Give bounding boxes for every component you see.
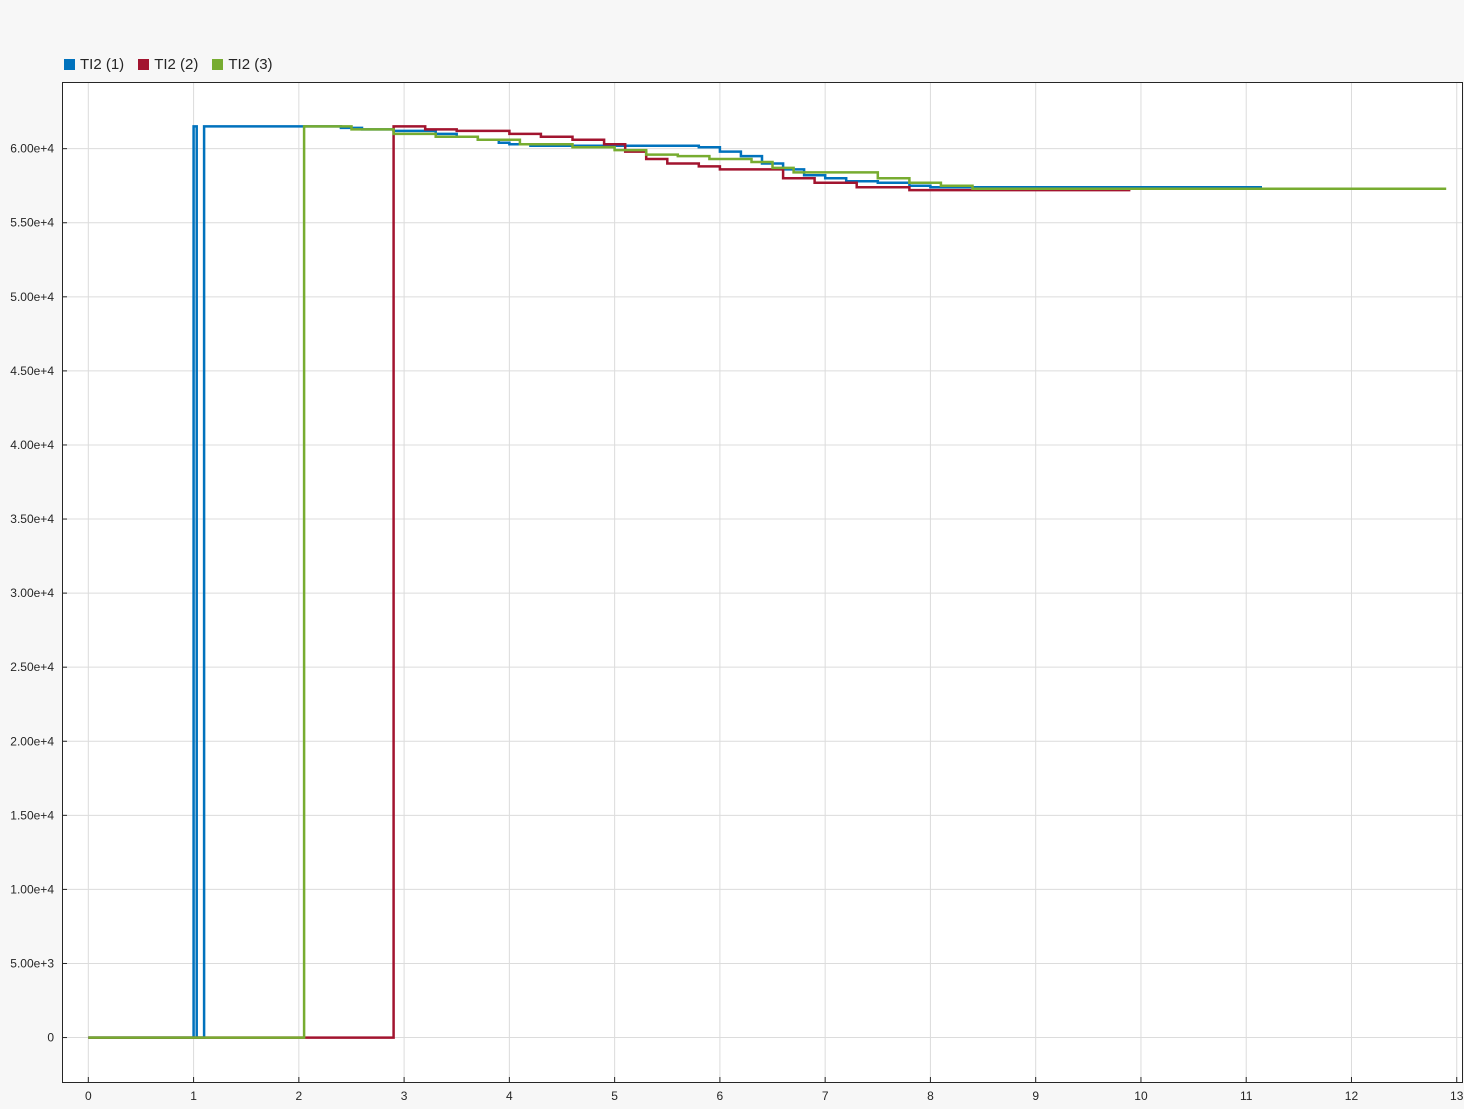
y-tick-label: 5.00e+4 <box>10 290 54 304</box>
series-line-3 <box>88 125 1447 1039</box>
legend: TI2 (1) TI2 (2) TI2 (3) <box>64 56 273 73</box>
y-tick-label: 3.00e+4 <box>10 586 54 600</box>
axes-background <box>62 82 1462 1082</box>
legend-item-series-1[interactable]: TI2 (1) <box>64 56 124 73</box>
legend-label-series-2: TI2 (2) <box>154 56 199 73</box>
y-tick-label: 2.50e+4 <box>10 660 54 674</box>
x-tick-label: 12 <box>1345 1089 1359 1103</box>
series-line-1 <box>88 125 1262 1039</box>
legend-swatch-series-3 <box>212 59 224 70</box>
x-tick-label: 3 <box>401 1089 408 1103</box>
legend-swatch-series-1 <box>64 59 75 70</box>
x-tick-label: 7 <box>822 1089 829 1103</box>
x-tick-label: 6 <box>717 1089 724 1103</box>
x-tick-label: 13 <box>1450 1089 1464 1103</box>
legend-item-series-3[interactable]: TI2 (3) <box>212 56 273 73</box>
tick-labels: 0 1 2 3 4 5 6 7 8 9 10 11 12 1305.00e+31.00e+41.50e+4… <box>10 142 1463 1103</box>
y-tick-label: 3.50e+4 <box>10 512 54 526</box>
legend-swatch-series-2 <box>138 59 150 70</box>
x-tick-label: 4 <box>506 1089 513 1103</box>
y-tick-label: 6.00e+4 <box>10 142 54 156</box>
x-tick-label: 9 <box>1032 1089 1039 1103</box>
series-lines <box>88 125 1447 1039</box>
x-tick-label: 1 <box>190 1089 197 1103</box>
y-tick-label: 5.50e+4 <box>10 216 54 230</box>
y-tick-label: 2.00e+4 <box>10 734 54 748</box>
legend-label-series-1: TI2 (1) <box>80 56 125 73</box>
y-tick-label: 0 <box>47 1031 54 1045</box>
x-tick-label: 10 <box>1134 1089 1148 1103</box>
legend-label-series-3: TI2 (3) <box>228 56 273 73</box>
y-tick-label: 1.00e+4 <box>10 882 54 896</box>
x-tick-label: 8 <box>927 1089 934 1103</box>
x-tick-label: 0 <box>85 1089 92 1103</box>
axes-box <box>62 82 1463 1083</box>
y-tick-label: 5.00e+3 <box>10 956 54 970</box>
x-tick-label: 5 <box>611 1089 618 1103</box>
y-tick-label: 4.50e+4 <box>10 364 54 378</box>
grid-lines <box>62 82 1462 1082</box>
legend-item-series-2[interactable]: TI2 (2) <box>138 56 198 73</box>
y-tick-label: 4.00e+4 <box>10 438 54 452</box>
x-tick-label: 2 <box>295 1089 302 1103</box>
x-tick-label: 11 <box>1240 1089 1253 1103</box>
y-tick-label: 1.50e+4 <box>10 808 54 822</box>
